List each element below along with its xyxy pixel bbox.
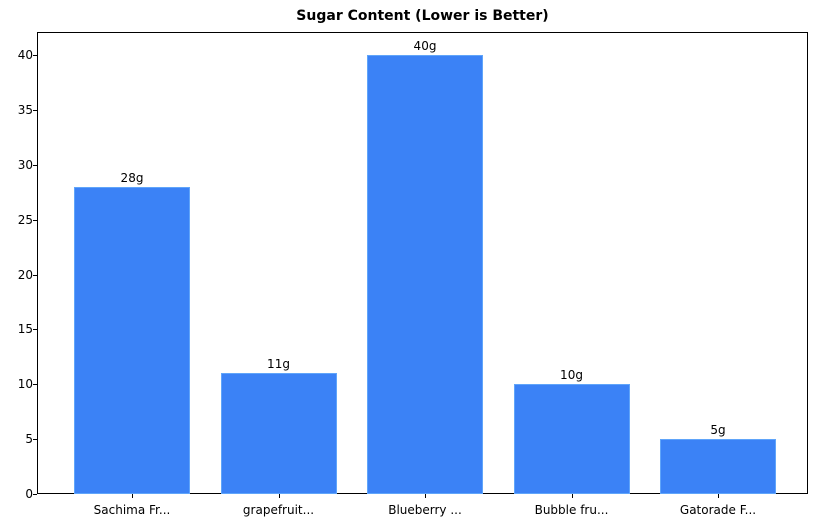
y-tick-mark — [33, 219, 37, 221]
y-tick-label: 35 — [17, 102, 33, 117]
y-tick-mark — [33, 274, 37, 276]
x-tick-label: Gatorade F... — [679, 503, 757, 517]
y-tick-label: 10 — [17, 377, 33, 392]
y-tick-mark — [33, 384, 37, 386]
bar-value-label: 28g — [120, 170, 144, 185]
x-tick-label: Bubble fru... — [534, 503, 609, 517]
bar — [74, 186, 190, 494]
x-tick-mark — [718, 494, 719, 498]
x-tick-mark — [132, 494, 133, 498]
x-tick-mark — [278, 494, 280, 498]
y-tick-label: 40 — [17, 48, 33, 62]
x-tick-label: Blueberry ... — [388, 503, 462, 517]
bar-value-label: 10g — [560, 368, 583, 383]
y-tick-mark — [33, 494, 37, 495]
bar — [367, 55, 483, 494]
y-tick-mark — [33, 55, 37, 56]
y-tick-label: 30 — [17, 157, 33, 172]
y-tick-label: 15 — [17, 322, 33, 337]
y-tick-label: 5 — [25, 432, 33, 447]
x-tick-mark — [425, 494, 426, 498]
x-tick-mark — [571, 494, 573, 498]
bar — [660, 439, 776, 494]
x-tick-label: Sachima Fr... — [93, 503, 171, 517]
bar-value-label: 11g — [267, 357, 290, 372]
y-tick-mark — [33, 329, 37, 331]
bar-value-label: 40g — [413, 39, 437, 53]
y-tick-label: 0 — [25, 487, 33, 501]
x-tick-label: grapefruit... — [242, 503, 315, 517]
bar — [220, 373, 337, 494]
y-tick-label: 25 — [17, 212, 33, 227]
y-tick-mark — [33, 439, 37, 441]
y-tick-mark — [33, 109, 37, 111]
y-tick-label: 20 — [17, 267, 33, 282]
chart-title: Sugar Content (Lower is Better) — [296, 8, 549, 24]
bar — [513, 384, 630, 494]
bar-value-label: 5g — [710, 423, 726, 438]
y-tick-mark — [33, 164, 37, 166]
